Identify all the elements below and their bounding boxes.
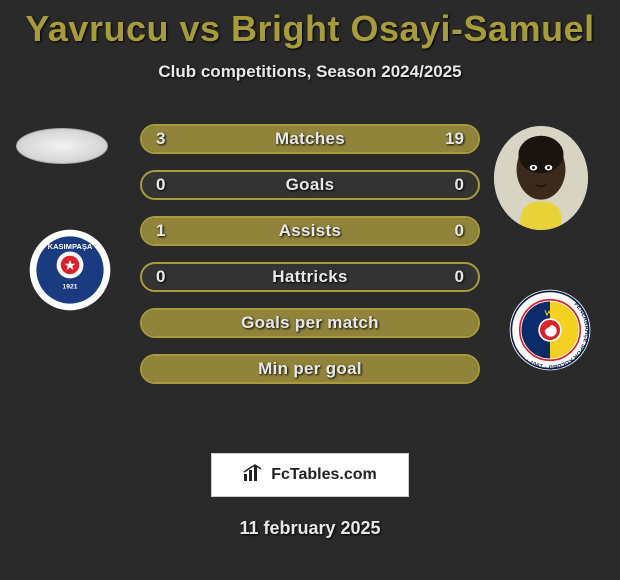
avatar-left: [16, 128, 108, 164]
bar-label: Min per goal: [142, 359, 478, 379]
svg-text:1921: 1921: [63, 283, 78, 290]
svg-text:KASIMPAŞA: KASIMPAŞA: [48, 242, 93, 251]
stat-row: Min per goal: [140, 354, 480, 384]
bar-label: Hattricks: [142, 267, 478, 287]
badge-text: FcTables.com: [271, 466, 377, 484]
stat-row: 00Hattricks: [140, 262, 480, 292]
page-title: Yavrucu vs Bright Osayi-Samuel: [0, 0, 620, 50]
stat-row: 319Matches: [140, 124, 480, 154]
stat-row: 10Assists: [140, 216, 480, 246]
date-text: 11 february 2025: [0, 518, 620, 539]
club-logo-right: FENERBAHÇE SPOR KULÜBÜ · 1907 ·: [508, 288, 592, 372]
club-logo-left: KASIMPAŞA 1921: [28, 228, 112, 312]
subtitle: Club competitions, Season 2024/2025: [0, 62, 620, 82]
stat-row: Goals per match: [140, 308, 480, 338]
stat-row: 00Goals: [140, 170, 480, 200]
bar-label: Assists: [142, 221, 478, 241]
bar-label: Goals: [142, 175, 478, 195]
source-badge: FcTables.com: [211, 453, 409, 497]
bar-label: Goals per match: [142, 313, 478, 333]
chart-icon: [243, 464, 265, 487]
stat-bars: 319Matches 00Goals 10Assists 00Hattricks Goa…: [140, 124, 480, 400]
avatar-right: [494, 126, 588, 230]
bar-label: Matches: [142, 129, 478, 149]
